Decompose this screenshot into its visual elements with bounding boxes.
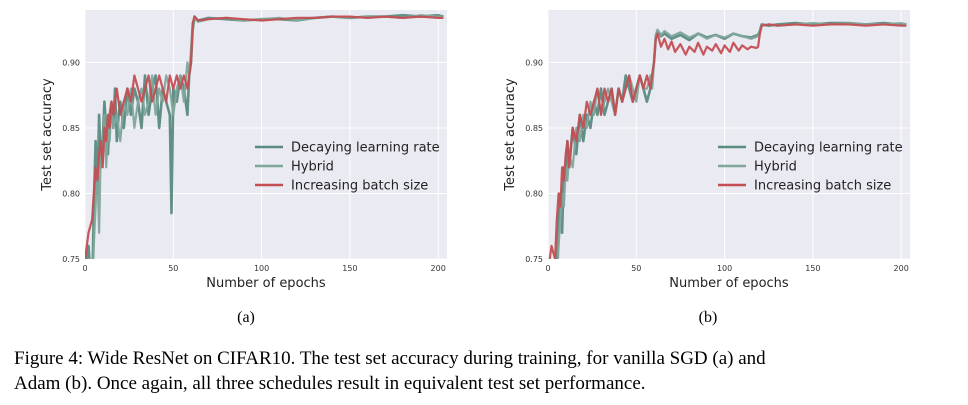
figure-caption: Figure 4: Wide ResNet on CIFAR10. The te… xyxy=(14,346,954,396)
y-tick-label: 0.85 xyxy=(525,124,543,133)
series-line-hybrid xyxy=(87,14,444,259)
panel-label: (a) xyxy=(237,309,255,326)
x-tick-label: 100 xyxy=(717,264,732,273)
legend-label-hybrid: Hybrid xyxy=(291,160,334,175)
y-tick-label: 0.75 xyxy=(525,255,543,264)
figure-canvas: 0 50 100 150 200 0.75 0.80 0.85 0.90 Number of ep… xyxy=(40,10,910,326)
x-axis-label: Number of epochs xyxy=(206,276,326,291)
series-group xyxy=(85,13,444,259)
legend-label-increasing-batch-size: Increasing batch size xyxy=(754,179,891,194)
y-tick-label: 0.90 xyxy=(525,58,543,67)
plot-background xyxy=(548,10,910,259)
x-tick-label: 200 xyxy=(431,264,446,273)
legend-label-decaying-learning-rate: Decaying learning rate xyxy=(291,141,440,156)
panel-label: (b) xyxy=(699,309,718,326)
caption-line-1: Figure 4: Wide ResNet on CIFAR10. The te… xyxy=(14,348,766,369)
panel-b: 0 50 100 150 200 0.75 0.80 0.85 0.90 Number of ep… xyxy=(503,10,910,326)
x-tick-label: 50 xyxy=(168,264,178,273)
y-tick-label: 0.85 xyxy=(62,124,80,133)
legend-label-hybrid: Hybrid xyxy=(754,160,797,175)
x-tick-label: 100 xyxy=(254,264,269,273)
legend: Decaying learning rate Hybrid Increasing b… xyxy=(718,141,903,194)
y-tick-label: 0.80 xyxy=(62,189,80,198)
x-tick-label: 0 xyxy=(82,264,87,273)
legend-label-increasing-batch-size: Increasing batch size xyxy=(291,179,428,194)
caption-line-2: Adam (b). Once again, all three schedule… xyxy=(14,373,646,394)
series-line-increasing-batch-size xyxy=(548,23,907,259)
y-tick-label: 0.80 xyxy=(525,189,543,198)
y-tick-label: 0.90 xyxy=(62,58,80,67)
series-group xyxy=(548,21,907,259)
x-axis-label: Number of epochs xyxy=(669,276,789,291)
x-tick-label: 150 xyxy=(805,264,820,273)
x-tick-label: 50 xyxy=(631,264,641,273)
plot-background xyxy=(85,10,447,259)
x-tick-label: 0 xyxy=(545,264,550,273)
y-axis-label: Test set accuracy xyxy=(40,78,55,192)
y-axis-label: Test set accuracy xyxy=(503,78,518,192)
x-tick-label: 150 xyxy=(342,264,357,273)
x-tick-label: 200 xyxy=(894,264,909,273)
series-line-increasing-batch-size xyxy=(85,15,444,259)
y-tick-label: 0.75 xyxy=(62,255,80,264)
panel-a: 0 50 100 150 200 0.75 0.80 0.85 0.90 Number of ep… xyxy=(40,10,447,326)
legend: Decaying learning rate Hybrid Increasing b… xyxy=(255,141,440,194)
legend-label-decaying-learning-rate: Decaying learning rate xyxy=(754,141,903,156)
